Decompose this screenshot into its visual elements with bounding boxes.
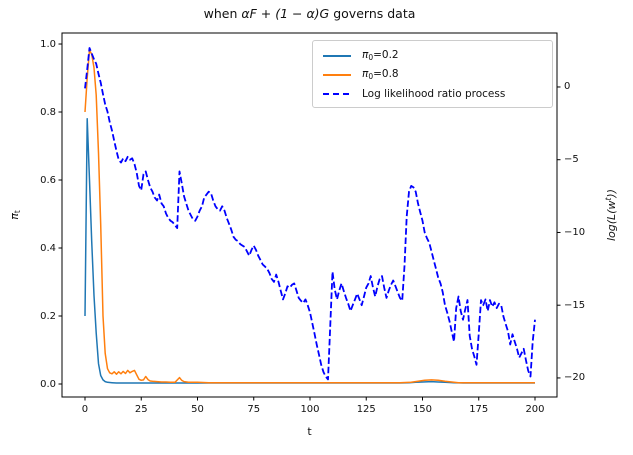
legend-line-sample-solid-blue (323, 54, 351, 57)
x-tick-label: 150 (412, 404, 433, 415)
title-math: αF + (1 − α)G (241, 6, 330, 21)
x-tick-label: 175 (469, 404, 489, 415)
x-tick-label: 0 (81, 404, 89, 415)
x-axis-label: t (307, 425, 312, 438)
y-axis-label-right: log(L(wt)) (604, 189, 618, 241)
y-tick-label-left: 0.4 (40, 242, 56, 254)
y-tick-label-left: 0.0 (40, 378, 56, 390)
ylabel-left-sub: t (13, 210, 22, 214)
y-tick-label-left: 1.0 (40, 38, 56, 50)
legend-item-log-likelihood: Log likelihood ratio process (323, 85, 544, 104)
legend: π0=0.2 π0=0.8 Log likelihood ratio proce… (312, 40, 553, 108)
y-tick-label-right: −20 (564, 372, 586, 384)
legend-label: π0=0.2 (362, 49, 399, 63)
y-tick-label-left: 0.6 (40, 174, 56, 186)
y-tick-label-left: 0.2 (40, 310, 56, 322)
ylabel-right-pre: log(L(w (605, 200, 618, 242)
y-axis-label-left: πt (8, 210, 22, 220)
y-tick-label-right: −5 (564, 154, 579, 166)
legend-item-pi0-0.2: π0=0.2 (323, 46, 544, 65)
ylabel-left-base: π (8, 213, 21, 220)
x-tick-label: 200 (525, 404, 545, 415)
title-pre: when (203, 6, 242, 21)
legend-label: Log likelihood ratio process (362, 87, 506, 100)
x-tick-label: 50 (191, 404, 204, 415)
y-tick-label-right: −15 (564, 299, 586, 311)
x-tick-label: 25 (134, 404, 148, 415)
series-log-likelihood-ratio (84, 47, 536, 381)
series-pi0-0.8 (84, 49, 535, 384)
y-tick-label-left: 0.8 (40, 106, 56, 118)
legend-item-pi0-0.8: π0=0.8 (323, 65, 544, 84)
chart-title: when αF + (1 − α)G governs data (0, 6, 619, 21)
x-tick-label: 100 (300, 404, 320, 415)
ylabel-right-post: )) (605, 188, 618, 198)
ylabel-right-sup: t (604, 197, 613, 201)
legend-label: π0=0.8 (362, 68, 399, 82)
legend-line-sample-solid-orange (323, 73, 351, 76)
legend-line-sample-dashed-blue (323, 93, 351, 96)
y-tick-label-right: 0 (564, 81, 571, 93)
x-tick-label: 75 (247, 404, 261, 415)
title-post: governs data (329, 6, 416, 21)
x-tick-label: 125 (356, 404, 376, 415)
y-tick-label-right: −10 (564, 226, 586, 238)
